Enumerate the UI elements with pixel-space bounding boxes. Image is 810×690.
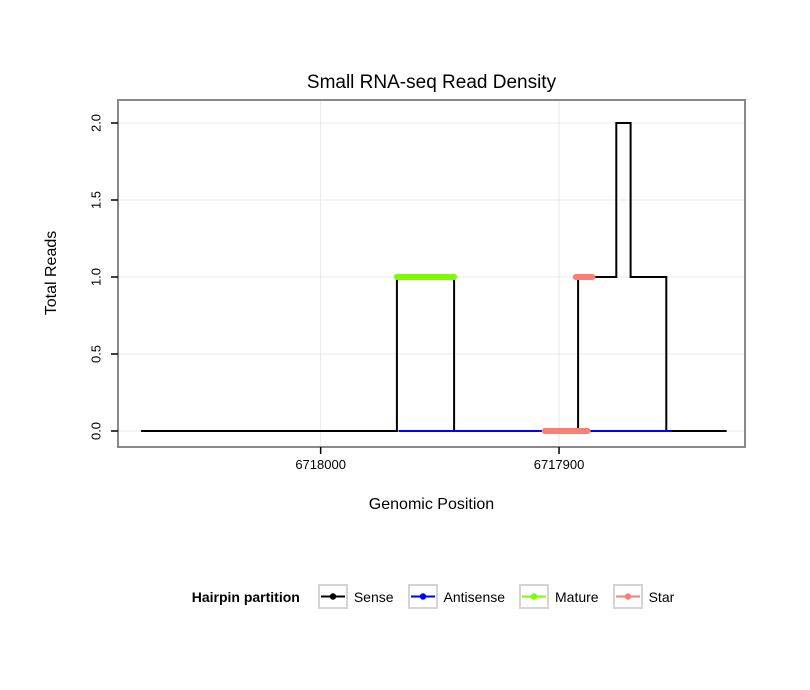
panel-border — [117, 99, 746, 448]
y-tick-label: 0.0 — [88, 421, 104, 441]
legend-item-mature: Mature — [519, 584, 599, 609]
legend-key-icon — [612, 584, 643, 609]
legend-point — [419, 593, 426, 600]
x-tick-label: 6718000 — [295, 457, 346, 472]
legend-item-sense: Sense — [317, 584, 394, 609]
legend-key-icon — [519, 584, 550, 609]
legend-key-glyph — [615, 593, 640, 600]
legend-key-icon — [317, 584, 348, 609]
legend: Hairpin partition Sense Antisense Mature St… — [0, 584, 810, 609]
x-axis-label: Genomic Position — [368, 496, 495, 513]
legend-point — [624, 593, 631, 600]
legend-key-glyph — [410, 593, 435, 600]
legend-label: Mature — [555, 588, 599, 605]
x-tick-label: 6717900 — [533, 457, 585, 472]
y-tick-label: 1.0 — [88, 267, 104, 287]
legend-key-glyph — [522, 593, 547, 600]
legend-point — [530, 593, 538, 600]
legend-item-star: Star — [612, 584, 675, 609]
legend-items: Sense Antisense Mature Star — [317, 584, 675, 609]
y-axis-label: Total Reads — [43, 230, 60, 316]
y-tick-label: 2.0 — [88, 113, 104, 133]
legend-label: Star — [648, 588, 675, 605]
legend-point — [329, 593, 337, 600]
y-tick-label: 0.5 — [88, 344, 104, 364]
legend-item-antisense: Antisense — [407, 584, 506, 609]
legend-label: Sense — [353, 588, 394, 605]
legend-key-glyph — [320, 593, 345, 600]
chart-title: Small RNA-seq Read Density — [306, 72, 557, 93]
legend-key-icon — [407, 584, 438, 609]
legend-label: Antisense — [443, 588, 506, 605]
legend-title: Hairpin partition — [191, 588, 300, 605]
panel-background — [118, 100, 745, 447]
y-tick-label: 1.5 — [88, 190, 104, 210]
